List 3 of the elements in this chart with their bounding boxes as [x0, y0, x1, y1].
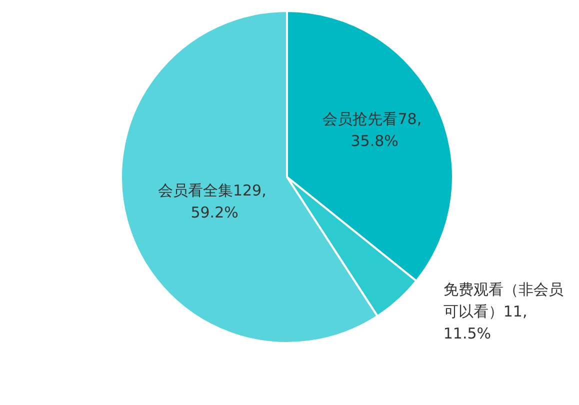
slice-label: 免费观看（非会员可以看）11, 11.5%: [443, 280, 564, 342]
slice-label: 会员看全集129, 59.2%: [158, 181, 272, 222]
slice-label: 会员抢先看78, 35.8%: [322, 110, 426, 150]
